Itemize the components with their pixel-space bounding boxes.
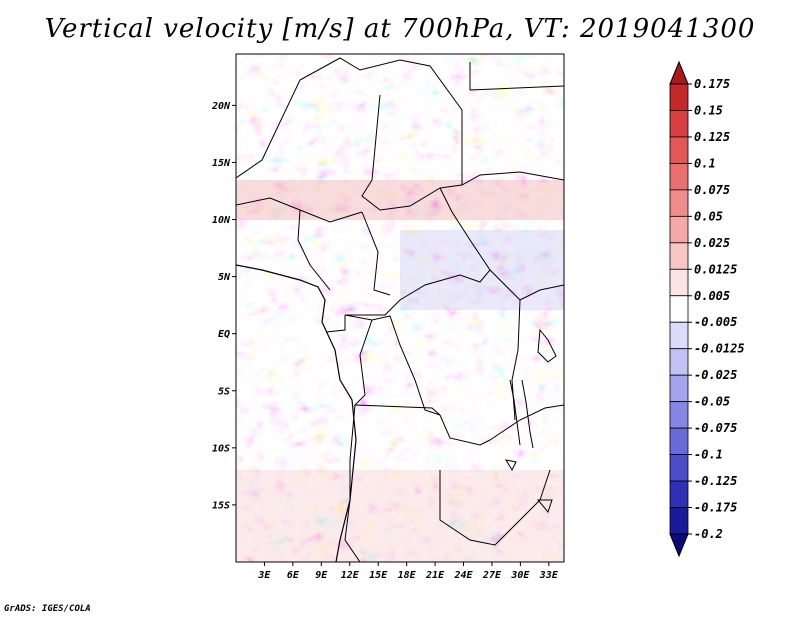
colorbar-label: -0.075: [694, 421, 737, 435]
colorbar-top-arrow: [669, 60, 689, 85]
colorbar-segment: [669, 189, 689, 217]
colorbar-segment: [669, 348, 689, 376]
lat-tick-label: 15N: [212, 158, 231, 169]
lon-tick-label: 27E: [482, 570, 502, 581]
lon-tick-label: 12E: [341, 570, 360, 581]
lon-tick-label: 9E: [315, 570, 328, 581]
colorbar-label: 0.025: [694, 236, 730, 250]
lon-tick-label: 18E: [398, 570, 417, 581]
lon-tick-label: 33E: [539, 570, 559, 581]
colorbar-segment: [669, 374, 689, 403]
coastline: [236, 264, 357, 562]
lat-tick-label: EQ: [218, 329, 230, 340]
colorbar-label: 0.175: [694, 77, 730, 91]
colorbar-label: 0.0125: [694, 262, 737, 276]
colorbar-segment: [669, 215, 689, 244]
colorbar-segment: [669, 110, 689, 138]
colorbar-label: 0.15: [694, 103, 723, 117]
colorbar-label: -0.125: [694, 474, 737, 488]
lat-tick-label: 5S: [218, 386, 230, 397]
colorbar-bottom-arrow: [669, 533, 689, 558]
country-borders: [236, 57, 564, 562]
colorbar-label: -0.175: [694, 501, 737, 515]
colorbar: 0.175 0.15 0.125 0.1 0.075 0.05 0.025 0.0125 0.0…: [669, 60, 745, 558]
longitude-axis: 3E 6E 9E 12E 15E 18E 21E 24E 27E 30E 33E: [257, 562, 559, 581]
lon-tick-label: 24E: [453, 570, 473, 581]
colorbar-label: 0.1: [694, 156, 716, 170]
colorbar-segment: [669, 83, 689, 111]
colorbar-label: 0.005: [694, 289, 730, 303]
colorbar-segment: [669, 401, 689, 429]
colorbar-label: 0.125: [694, 130, 730, 144]
colorbar-label: 0.05: [694, 209, 723, 223]
lon-tick-label: 21E: [425, 570, 445, 581]
lon-tick-label: 6E: [287, 570, 300, 581]
colorbar-label: -0.0125: [694, 342, 745, 356]
lakes: [504, 328, 557, 514]
colorbar-segment: [669, 321, 689, 350]
colorbar-segment: [669, 295, 689, 323]
credit-text: GrADS: IGES/COLA: [4, 604, 91, 614]
colorbar-label: 0.075: [694, 183, 730, 197]
colorbar-segment: [669, 507, 689, 535]
lat-tick-label: 20N: [211, 101, 231, 112]
lat-tick-label: 5N: [218, 272, 231, 283]
colorbar-segment: [669, 136, 689, 164]
lat-tick-label: 10N: [212, 215, 231, 226]
colorbar-label: -0.025: [694, 368, 737, 382]
colorbar-label: -0.005: [694, 315, 737, 329]
colorbar-segment: [669, 427, 689, 455]
colorbar-label: -0.2: [694, 527, 723, 541]
colorbar-label: -0.1: [694, 448, 723, 462]
map-frame: [235, 53, 565, 563]
lon-tick-label: 3E: [257, 570, 271, 581]
latitude-axis: 20N 15N 10N 5N EQ 5S 10S 15S: [211, 101, 236, 511]
lat-tick-label: 15S: [212, 500, 230, 511]
lat-tick-label: 10S: [212, 443, 230, 454]
colorbar-segment: [669, 454, 689, 482]
colorbar-segment: [669, 163, 689, 191]
lon-tick-label: 30E: [510, 570, 530, 581]
colorbar-segment: [669, 268, 689, 297]
colorbar-segment: [669, 242, 689, 270]
colorbar-label: -0.05: [694, 395, 730, 409]
colorbar-segment: [669, 480, 689, 508]
page-title: Vertical velocity [m/s] at 700hPa, VT: 2…: [44, 14, 756, 44]
velocity-field: [236, 54, 564, 562]
lon-tick-label: 15E: [369, 570, 388, 581]
